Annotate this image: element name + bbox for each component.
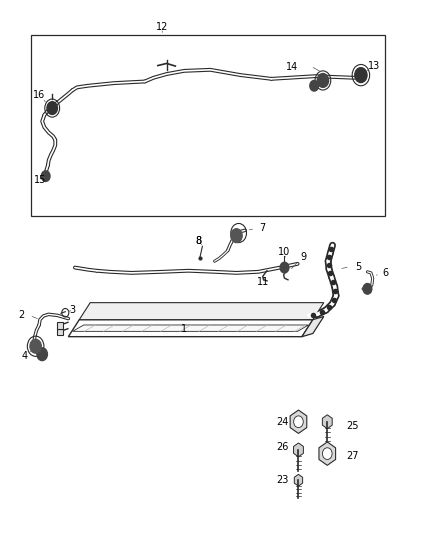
Text: 8: 8 xyxy=(195,236,201,246)
Circle shape xyxy=(322,448,332,459)
Text: 3: 3 xyxy=(70,305,76,315)
Text: 14: 14 xyxy=(286,62,298,72)
Text: 6: 6 xyxy=(383,268,389,278)
Polygon shape xyxy=(302,317,324,337)
Text: 1: 1 xyxy=(181,324,187,334)
Circle shape xyxy=(280,262,289,273)
Circle shape xyxy=(47,102,57,115)
Circle shape xyxy=(293,416,303,427)
Circle shape xyxy=(37,348,47,361)
Text: 12: 12 xyxy=(156,22,169,33)
Text: 2: 2 xyxy=(18,310,25,320)
Text: 16: 16 xyxy=(33,90,45,100)
Text: 25: 25 xyxy=(346,421,358,431)
Polygon shape xyxy=(73,325,308,332)
Circle shape xyxy=(41,171,50,181)
Bar xyxy=(57,322,63,329)
Text: 13: 13 xyxy=(368,61,381,70)
Circle shape xyxy=(355,68,367,83)
Circle shape xyxy=(231,229,242,243)
Text: 23: 23 xyxy=(276,475,289,485)
Polygon shape xyxy=(293,443,304,457)
Text: 9: 9 xyxy=(300,252,307,262)
Text: 8: 8 xyxy=(195,236,201,246)
Bar xyxy=(31,35,385,216)
Polygon shape xyxy=(294,474,303,486)
Polygon shape xyxy=(290,410,307,433)
Polygon shape xyxy=(319,442,336,465)
Text: 24: 24 xyxy=(276,417,289,427)
Bar xyxy=(57,329,63,335)
Text: 11: 11 xyxy=(257,278,269,287)
Polygon shape xyxy=(79,303,324,320)
Circle shape xyxy=(30,340,41,353)
Circle shape xyxy=(310,80,318,91)
Text: 10: 10 xyxy=(278,247,290,256)
Circle shape xyxy=(363,284,372,294)
Text: 26: 26 xyxy=(276,442,289,452)
Polygon shape xyxy=(322,415,332,429)
Circle shape xyxy=(317,74,328,87)
Text: 15: 15 xyxy=(34,175,46,185)
Text: 4: 4 xyxy=(21,351,28,361)
Text: 27: 27 xyxy=(346,451,358,461)
Text: 5: 5 xyxy=(356,262,362,271)
Text: 7: 7 xyxy=(260,223,266,233)
